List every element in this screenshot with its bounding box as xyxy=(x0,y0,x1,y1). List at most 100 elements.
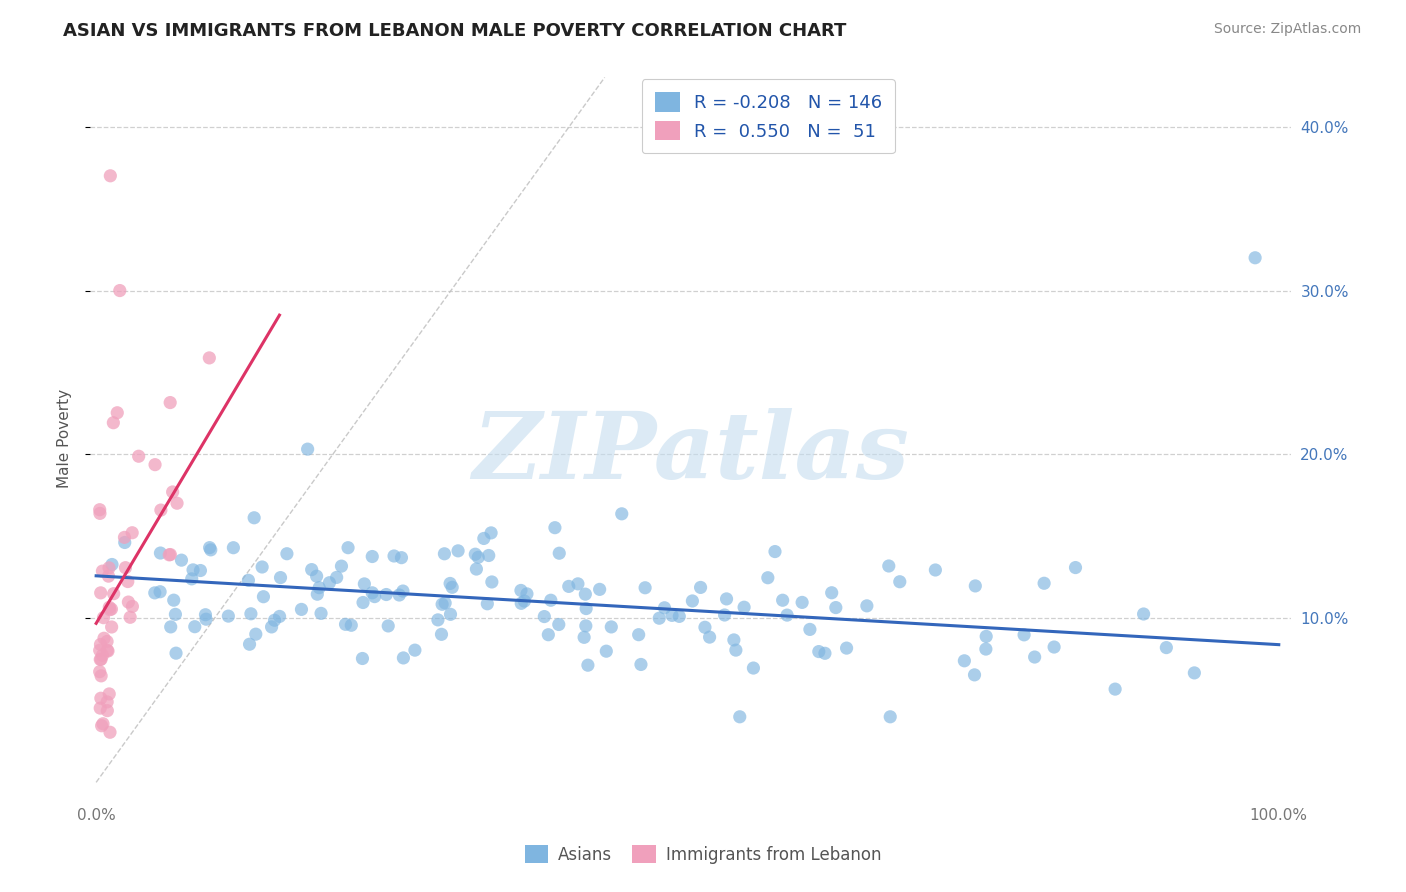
Point xyxy=(308,581,330,595)
Point xyxy=(814,646,837,660)
Point xyxy=(472,532,495,546)
Point xyxy=(763,544,786,558)
Point xyxy=(101,558,124,572)
Point xyxy=(238,574,260,588)
Point xyxy=(1024,650,1046,665)
Point xyxy=(180,572,202,586)
Point xyxy=(513,594,536,608)
Point xyxy=(89,643,111,657)
Point xyxy=(728,710,751,724)
Point xyxy=(699,630,721,644)
Point xyxy=(269,609,291,624)
Point xyxy=(93,610,115,624)
Point xyxy=(548,546,571,560)
Point xyxy=(610,507,633,521)
Point xyxy=(426,613,449,627)
Point xyxy=(1132,607,1154,621)
Point xyxy=(575,601,598,615)
Point xyxy=(430,627,453,641)
Point xyxy=(290,602,312,616)
Point xyxy=(693,620,716,634)
Point xyxy=(166,496,188,510)
Point xyxy=(481,574,503,589)
Point xyxy=(170,553,193,567)
Point xyxy=(478,549,501,563)
Point xyxy=(352,651,374,665)
Point xyxy=(391,550,413,565)
Point xyxy=(340,618,363,632)
Point xyxy=(96,695,118,709)
Point xyxy=(128,449,150,463)
Point xyxy=(120,610,142,624)
Point xyxy=(243,510,266,524)
Legend: Asians, Immigrants from Lebanon: Asians, Immigrants from Lebanon xyxy=(519,838,887,871)
Point xyxy=(103,416,125,430)
Point xyxy=(352,595,374,609)
Point xyxy=(733,600,755,615)
Point xyxy=(877,559,900,574)
Point xyxy=(165,607,187,622)
Point xyxy=(89,701,111,715)
Point xyxy=(238,637,260,651)
Point xyxy=(723,632,745,647)
Point xyxy=(89,637,111,651)
Point xyxy=(89,502,111,516)
Point xyxy=(1244,251,1267,265)
Legend: R = -0.208   N = 146, R =  0.550   N =  51: R = -0.208 N = 146, R = 0.550 N = 51 xyxy=(643,79,896,153)
Point xyxy=(335,617,357,632)
Point xyxy=(217,609,239,624)
Point xyxy=(309,607,332,621)
Point xyxy=(404,643,426,657)
Point xyxy=(772,593,794,607)
Point xyxy=(974,629,997,643)
Point xyxy=(96,704,118,718)
Point xyxy=(434,596,457,610)
Point xyxy=(149,546,172,560)
Point xyxy=(149,503,172,517)
Point xyxy=(159,395,181,409)
Point xyxy=(91,648,114,663)
Point xyxy=(544,521,567,535)
Point xyxy=(91,564,114,578)
Point xyxy=(143,586,166,600)
Point xyxy=(382,549,405,563)
Point xyxy=(222,541,245,555)
Point xyxy=(90,669,112,683)
Point xyxy=(439,607,461,622)
Point xyxy=(835,641,858,656)
Point xyxy=(433,547,456,561)
Point xyxy=(105,406,128,420)
Point xyxy=(464,547,486,561)
Point xyxy=(97,644,120,658)
Point xyxy=(159,620,181,634)
Point xyxy=(479,525,502,540)
Point xyxy=(537,628,560,642)
Point xyxy=(162,485,184,500)
Point xyxy=(307,587,329,601)
Point xyxy=(103,587,125,601)
Point xyxy=(89,652,111,666)
Point xyxy=(98,561,121,575)
Point xyxy=(965,579,987,593)
Point xyxy=(89,507,111,521)
Point xyxy=(200,542,222,557)
Point xyxy=(807,644,830,658)
Point xyxy=(117,595,139,609)
Point xyxy=(477,597,499,611)
Point xyxy=(821,586,844,600)
Point xyxy=(98,725,121,739)
Point xyxy=(668,609,690,624)
Point xyxy=(353,577,375,591)
Point xyxy=(540,593,562,607)
Point xyxy=(600,620,623,634)
Point xyxy=(856,599,879,613)
Point xyxy=(654,600,676,615)
Point xyxy=(100,602,122,616)
Point xyxy=(98,169,121,183)
Point xyxy=(953,654,976,668)
Point xyxy=(114,535,136,549)
Y-axis label: Male Poverty: Male Poverty xyxy=(58,389,72,488)
Point xyxy=(190,564,212,578)
Point xyxy=(96,634,118,648)
Text: ASIAN VS IMMIGRANTS FROM LEBANON MALE POVERTY CORRELATION CHART: ASIAN VS IMMIGRANTS FROM LEBANON MALE PO… xyxy=(63,22,846,40)
